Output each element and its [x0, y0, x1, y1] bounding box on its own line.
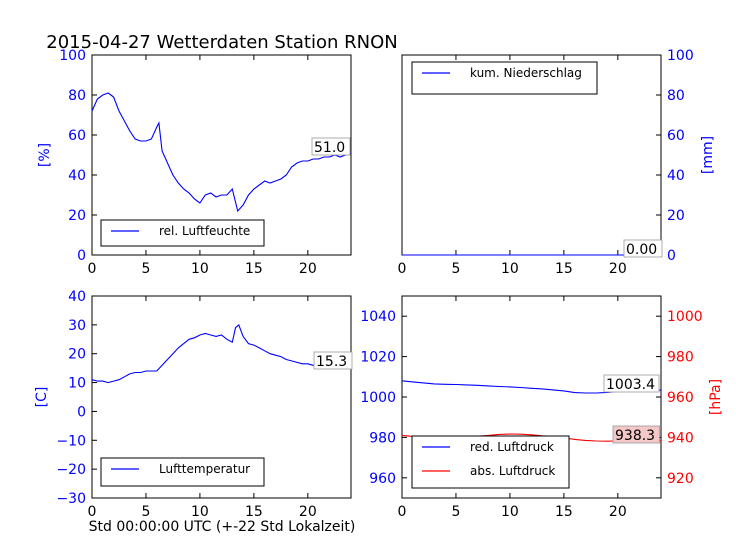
temperature-annotation-label: 15.3	[316, 354, 347, 370]
pressure-x-tick-label: 0	[398, 504, 407, 520]
pressure-right-y-tick-label: 960	[667, 390, 694, 406]
humidity-legend-box	[100, 219, 265, 247]
pressure-right-y-tick-label: 980	[667, 350, 694, 366]
temperature-series-line	[91, 323, 351, 384]
precip-y-tick-label: 0	[667, 248, 676, 264]
pressure-legend-label: abs. Luftdruck	[470, 464, 555, 478]
pressure-chart: 0 5 10 15 20 960 980 1000 1020 1040 920 940 960 980 10…	[360, 295, 724, 520]
humidity-x-tick-label: 10	[191, 261, 209, 277]
temperature-y-tick-label: −20	[56, 462, 86, 478]
humidity-x-tick-label: 15	[245, 261, 263, 277]
temperature-y-axis-label: [C]	[34, 387, 50, 408]
pressure-left-y-tick-label: 1000	[360, 390, 396, 406]
pressure-right-axis-label: [hPa]	[708, 379, 724, 415]
precip-annotation-label: 0.00	[626, 242, 657, 258]
precip-y-tick-label: 80	[667, 88, 685, 104]
humidity-y-tick-label: 20	[68, 208, 86, 224]
temperature-y-tick-label: 20	[68, 347, 86, 363]
humidity-x-tick-label: 20	[299, 261, 317, 277]
precip-x-tick-label: 5	[451, 261, 460, 277]
precip-y-axis-label: [mm]	[700, 136, 716, 174]
pressure-legend-box	[411, 435, 570, 489]
humidity-plot-frame	[91, 54, 352, 256]
pressure-absolute-annotation-box	[612, 425, 660, 444]
temperature-chart: 0 5 10 15 20 −30 −20 −10 0 10 20 30 40 [C] 15.3 Lufttem…	[34, 289, 353, 520]
pressure-absolute-annotation-label: 938.3	[615, 428, 655, 444]
precip-y-tick-label: 100	[667, 48, 694, 64]
pressure-right-y-tick-label: 940	[667, 430, 694, 446]
precip-x-tick-label: 10	[501, 261, 519, 277]
temperature-legend-label: Lufttemperatur	[159, 462, 250, 476]
humidity-y-tick-label: 100	[59, 48, 86, 64]
pressure-x-tick-label: 5	[451, 504, 460, 520]
pressure-left-y-tick-label: 1040	[360, 309, 396, 325]
humidity-y-axis-label: [%]	[37, 143, 53, 167]
precip-legend-label: kum. Niederschlag	[470, 66, 582, 80]
humidity-legend-label: rel. Luftfeuchte	[159, 224, 250, 238]
humidity-x-tick-label: 0	[88, 261, 97, 277]
temperature-legend-box	[100, 457, 265, 487]
precip-y-tick-label: 60	[667, 128, 685, 144]
humidity-series-line	[91, 92, 352, 213]
humidity-annotation-label: 51.0	[314, 140, 345, 156]
temperature-y-tick-label: 10	[68, 376, 86, 392]
precip-x-tick-label: 0	[398, 261, 407, 277]
temperature-x-tick-label: 10	[191, 504, 209, 520]
precip-chart: 0 5 10 15 20 0 20 40 60 80 100 [mm] 0.00 kum. Nieders…	[398, 48, 716, 277]
pressure-right-y-tick-label: 1000	[667, 309, 703, 325]
pressure-legend-label: red. Luftdruck	[470, 440, 554, 454]
temperature-x-tick-label: 15	[245, 504, 263, 520]
humidity-y-tick-label: 60	[68, 128, 86, 144]
humidity-x-tick-label: 5	[141, 261, 150, 277]
humidity-y-tick-label: 0	[77, 248, 86, 264]
temperature-y-tick-label: 30	[68, 318, 86, 334]
temperature-y-tick-label: −30	[56, 491, 86, 507]
precip-x-tick-label: 20	[609, 261, 627, 277]
precip-x-tick-label: 15	[555, 261, 573, 277]
temperature-x-tick-label: 20	[299, 504, 317, 520]
precip-annotation-box	[623, 239, 663, 258]
temperature-y-tick-label: 40	[68, 289, 86, 305]
humidity-chart: 0 5 10 15 20 0 20 40 60 80 100 [%] 51.0 rel. Luftfeuc…	[37, 48, 352, 277]
pressure-x-tick-label: 20	[609, 504, 627, 520]
temperature-y-tick-label: −10	[56, 433, 86, 449]
temperature-y-tick-label: 0	[77, 404, 86, 420]
pressure-x-tick-label: 15	[555, 504, 573, 520]
temperature-x-tick-label: 0	[88, 504, 97, 520]
temperature-x-tick-label: 5	[141, 504, 150, 520]
pressure-left-y-tick-label: 980	[369, 430, 396, 446]
precip-y-tick-label: 20	[667, 208, 685, 224]
pressure-left-y-tick-label: 960	[369, 471, 396, 487]
temperature-annotation-box	[313, 351, 353, 370]
bottom-x-axis-label: Std 00:00:00 UTC (+-22 Std Lokalzeit)	[89, 519, 356, 535]
pressure-reduced-annotation-box	[603, 374, 660, 393]
pressure-x-tick-label: 10	[501, 504, 519, 520]
humidity-y-tick-label: 80	[68, 88, 86, 104]
humidity-annotation-box	[311, 137, 351, 156]
precip-legend-box	[411, 61, 598, 95]
temperature-plot-frame	[91, 295, 352, 499]
pressure-reduced-annotation-label: 1003.4	[606, 377, 655, 393]
pressure-left-y-tick-label: 1020	[360, 350, 396, 366]
pressure-right-y-tick-label: 920	[667, 471, 694, 487]
humidity-y-tick-label: 40	[68, 168, 86, 184]
precip-y-tick-label: 40	[667, 168, 685, 184]
figure-title: 2015-04-27 Wetterdaten Station RNON	[46, 32, 397, 53]
